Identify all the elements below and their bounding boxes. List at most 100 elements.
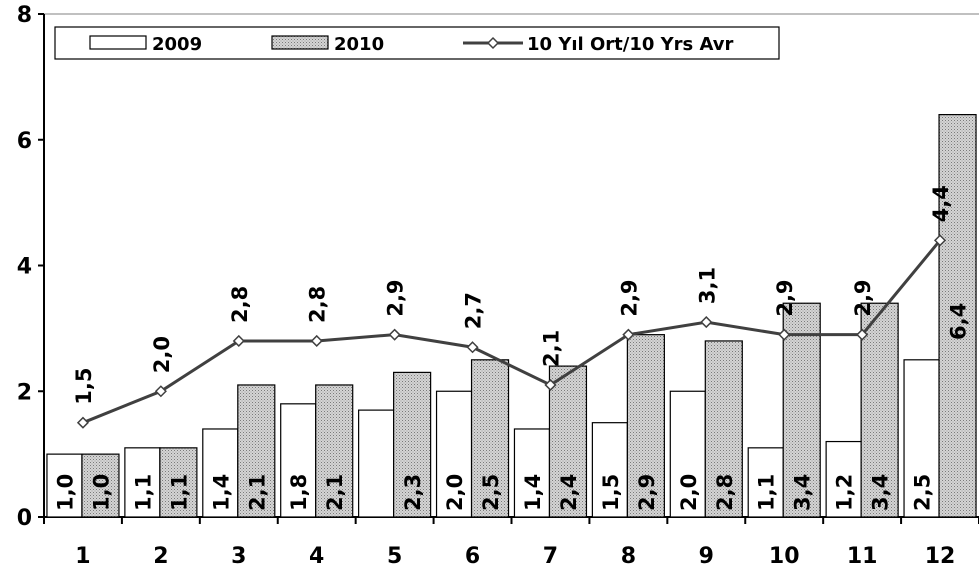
average-label: 2,9: [617, 279, 641, 316]
bars: [46, 113, 977, 518]
bar-2009: [202, 428, 239, 518]
legend-label-average: 10 Yıl Ort/10 Yrs Avr: [527, 34, 734, 55]
average-label: 2,1: [539, 330, 563, 367]
bar-2010: [548, 365, 588, 518]
bar-label-2009: 1,0: [53, 474, 77, 511]
average-marker: [544, 378, 557, 392]
average-marker: [622, 328, 635, 341]
bar-label-2009: 1,8: [287, 474, 311, 511]
bar-2009: [825, 440, 862, 518]
bar-label-2009: 1,5: [599, 474, 623, 511]
bar-2010: [626, 334, 665, 518]
average-label: 2,0: [150, 336, 174, 373]
average-marker: [76, 416, 90, 429]
bar-label-2009: 1,2: [833, 474, 857, 511]
bar-label-2010: 2,1: [323, 474, 347, 511]
bar-2009: [747, 447, 784, 518]
bar-label-2009: 1,1: [755, 474, 779, 511]
average-label: 2,9: [773, 279, 797, 316]
y-tick-label: 8: [17, 3, 32, 28]
x-tick-label: 6: [465, 544, 480, 569]
bar-2010: [159, 447, 198, 518]
bar-label-2010: 3,4: [869, 474, 893, 511]
bar-label-2010: 2,5: [479, 474, 503, 511]
legend-swatch-2010: [271, 35, 329, 50]
bar-label-2009: 1,4: [209, 474, 233, 511]
y-tick-label: 0: [17, 506, 32, 531]
average-marker: [856, 328, 869, 341]
bar-2009: [124, 447, 161, 518]
bar-2010: [393, 371, 432, 518]
bar-2009: [903, 359, 940, 518]
average-label: 2,8: [306, 286, 330, 323]
average-label: 2,9: [384, 279, 408, 316]
average-label: 4,4: [929, 185, 953, 222]
bar-label-2009: 2,0: [443, 474, 467, 511]
average-label: 2,7: [462, 292, 486, 329]
bar-2009: [280, 403, 317, 518]
y-tick-label: 2: [17, 380, 32, 405]
bar-label-2010: 2,4: [557, 474, 581, 511]
average-marker: [232, 334, 245, 348]
average-marker: [933, 234, 947, 247]
legend-label-2009: 2009: [152, 34, 202, 55]
average-line-path: [82, 239, 942, 425]
bar-2010: [938, 113, 977, 518]
bar-2010: [782, 302, 821, 518]
bar-label-2009: 1,4: [521, 474, 545, 511]
x-tick-label: 4: [309, 544, 324, 569]
average-label: 2,8: [228, 286, 252, 323]
bar-2009: [669, 390, 706, 518]
x-tick-label: 11: [847, 544, 878, 569]
bar-label-2009: 1,1: [131, 474, 155, 511]
bar-2009: [513, 428, 551, 518]
x-tick-label: 2: [153, 544, 168, 569]
average-marker: [466, 341, 479, 354]
bar-label-2009: 2,0: [677, 474, 701, 511]
bar-2010: [237, 384, 276, 518]
bar-2010: [470, 359, 510, 518]
bar-2010: [315, 384, 354, 518]
bar-label-2009: 2,5: [911, 474, 935, 511]
x-tick-label: 3: [231, 544, 246, 569]
bar-label-2010: 2,9: [635, 474, 659, 511]
bar-2009: [46, 453, 83, 518]
average-marker: [388, 328, 401, 341]
average-marker: [700, 316, 713, 329]
x-tick-label: 8: [621, 544, 636, 569]
legend-swatch-2009: [89, 35, 147, 50]
average-marker: [778, 328, 791, 341]
legend-label-2010: 2010: [334, 34, 384, 55]
data-labels: 1,0 1,0 1,1 1,1 1,4 2,1 1,8 2,1 2,3 2,0 2,5 1,4 2,4 1…: [53, 185, 970, 511]
x-tick-label: 1: [75, 544, 90, 569]
bar-label-2010: 2,8: [713, 474, 737, 511]
x-tick-label: 9: [699, 544, 714, 569]
bar-label-2010: 3,4: [791, 474, 815, 511]
bar-2010: [704, 340, 743, 518]
bar-2009: [358, 409, 395, 518]
average-line: [76, 234, 947, 429]
bar-label-2010: 1,1: [167, 474, 191, 511]
x-tick-label: 12: [925, 544, 956, 569]
bar-label-2010: 6,4: [947, 303, 971, 340]
average-marker: [310, 334, 323, 348]
average-label: 3,1: [695, 267, 719, 304]
bar-label-2010: 2,1: [245, 474, 269, 511]
bar-2009: [591, 422, 628, 518]
legend-marker-average: [486, 36, 500, 50]
x-tick-label: 10: [769, 544, 800, 569]
bar-label-2010: 1,0: [89, 474, 113, 511]
average-label: 2,9: [851, 279, 875, 316]
average-marker: [154, 385, 167, 398]
y-tick-label: 4: [17, 255, 32, 280]
x-tick-label: 5: [387, 544, 402, 569]
bar-2010: [81, 453, 120, 518]
legend-box: [54, 26, 780, 60]
average-label: 1,5: [72, 367, 96, 404]
x-tick-label: 7: [543, 544, 558, 569]
bar-label-2010: 2,3: [401, 474, 425, 511]
bar-2010: [860, 302, 899, 518]
y-tick-label: 6: [17, 129, 32, 154]
